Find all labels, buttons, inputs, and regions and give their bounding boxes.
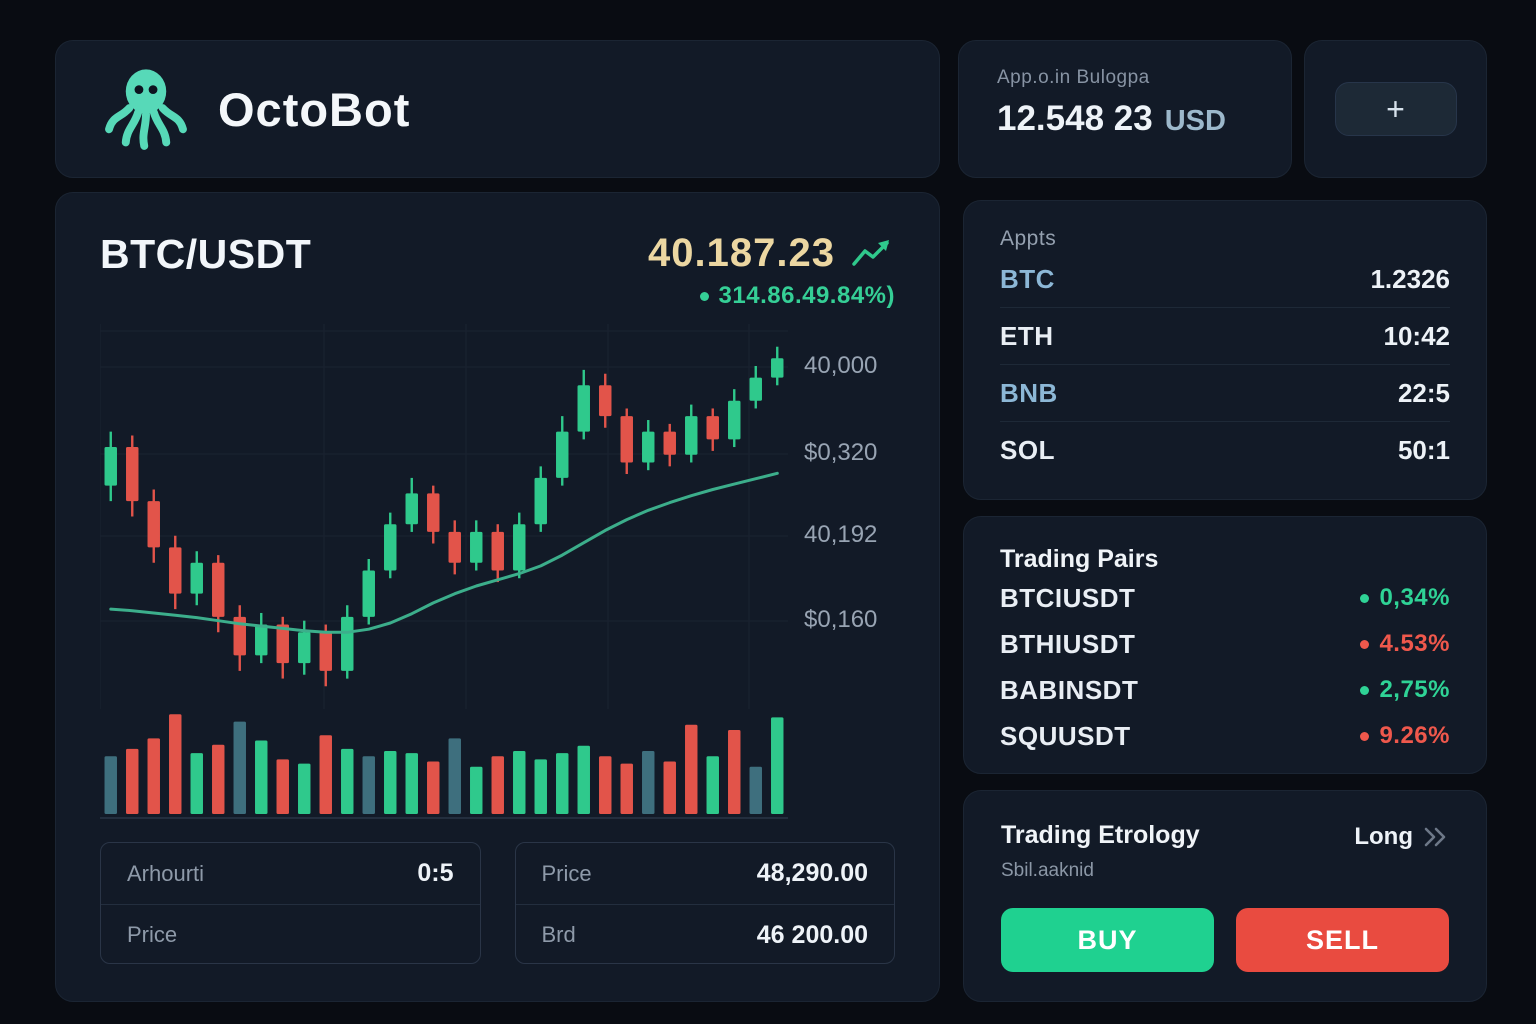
asset-symbol: BTC	[1000, 263, 1055, 294]
buy-button[interactable]: BUY	[1001, 908, 1214, 972]
pair-row-solusdt[interactable]: SQUUSDT 9.26%	[1000, 714, 1450, 758]
assets-card: Appts BTC 1.2326 ETH 10:42 BNB 22:5 SOL …	[963, 200, 1487, 500]
asset-symbol: BNB	[1000, 377, 1058, 408]
chart-area: 40,000 $0,320 40,192 $0,160	[99, 324, 895, 824]
trend-up-icon	[851, 238, 895, 270]
amount-field[interactable]: Arhourti 0:5	[101, 843, 480, 904]
y-axis-label: $0,320	[804, 439, 878, 466]
balance-label: App.o.in Bulogpa	[997, 67, 1150, 88]
asset-value: 22:5	[1397, 377, 1450, 408]
pair-row-btcusdt[interactable]: BTCIUSDT 0,34%	[1000, 576, 1450, 620]
asset-value: 50:1	[1397, 435, 1450, 465]
strategy-mode: Long	[1354, 823, 1413, 850]
add-button[interactable]: +	[1334, 82, 1457, 136]
pair-name: BTCIUSDT	[1000, 582, 1136, 613]
y-axis-label: 40,000	[804, 352, 878, 379]
balance-row: 12.548 23 USD	[997, 99, 1291, 139]
trading-pairs-card: Trading Pairs BTCIUSDT 0,34% BTHIUSDT 4.…	[963, 516, 1487, 774]
strategy-header: Trading Etrology Sbil.aaknid Long	[1001, 821, 1449, 882]
app-header: OctoBot	[55, 40, 940, 178]
asset-row-btc[interactable]: BTC 1.2326	[1000, 251, 1450, 308]
y-axis-label: 40,192	[804, 521, 878, 548]
trading-pairs-title: Trading Pairs	[1000, 545, 1159, 573]
order-box-right: Price 48,290.00 Brd 46 200.00	[514, 842, 895, 964]
price-block: 40.187.23 314.86.49.84%)	[648, 231, 895, 310]
up-dot-icon	[1360, 593, 1370, 603]
strategy-title: Trading Etrology	[1001, 821, 1200, 849]
field-label: Arhourti	[127, 860, 205, 886]
strategy-card: Trading Etrology Sbil.aaknid Long BUY SE…	[963, 790, 1487, 1002]
asset-row-eth[interactable]: ETH 10:42	[1000, 308, 1450, 365]
field-value: 46 200.00	[756, 920, 868, 949]
asset-row-sol[interactable]: SOL 50:1	[1000, 422, 1450, 479]
pair-change: 0,34%	[1379, 584, 1450, 611]
pair-change: 2,75%	[1379, 676, 1450, 703]
asset-value: 1.2326	[1370, 263, 1450, 294]
pair-name: SQUUSDT	[1000, 720, 1131, 751]
octopus-logo-icon	[102, 63, 190, 155]
pair-change: 9.26%	[1379, 722, 1450, 749]
pair-row-bnbusdt[interactable]: BABINSDT 2,75%	[1000, 668, 1450, 712]
app-title: OctoBot	[218, 82, 411, 136]
brd-field[interactable]: Brd 46 200.00	[515, 904, 894, 963]
up-dot-icon	[1360, 685, 1370, 695]
add-funds-card: +	[1304, 40, 1487, 178]
asset-symbol: ETH	[1000, 320, 1054, 351]
strategy-mode-select[interactable]: Long	[1354, 823, 1449, 851]
current-price: 40.187.23	[648, 231, 835, 275]
field-value: 48,290.00	[756, 859, 868, 887]
order-form: Arhourti 0:5 Price Price 48,290.00 Brd 4…	[100, 842, 895, 964]
y-axis-label: $0,160	[804, 606, 878, 633]
field-value: 0:5	[417, 859, 454, 887]
pair-name: BTHIUSDT	[1000, 628, 1136, 659]
field-label: Price	[541, 860, 592, 886]
asset-symbol: SOL	[1000, 435, 1055, 465]
order-box-left: Arhourti 0:5 Price	[100, 842, 481, 964]
balance-card: App.o.in Bulogpa 12.548 23 USD	[958, 40, 1292, 178]
pair-name: BABINSDT	[1000, 674, 1139, 705]
balance-currency: USD	[1164, 105, 1226, 137]
strategy-subtitle: Sbil.aaknid	[1001, 860, 1094, 881]
pair-row-ethusdt[interactable]: BTHIUSDT 4.53%	[1000, 622, 1450, 666]
asset-value: 10:42	[1383, 320, 1451, 351]
pair-title: BTC/USDT	[100, 231, 312, 277]
price-field[interactable]: Price 48,290.00	[516, 843, 895, 904]
down-dot-icon	[1360, 639, 1370, 649]
chevron-double-right-icon	[1423, 826, 1449, 848]
down-dot-icon	[1360, 731, 1370, 741]
balance-value: 12.548 23	[997, 99, 1153, 138]
price-change: 314.86.49.84%)	[718, 282, 895, 309]
assets-title: Appts	[1000, 227, 1057, 250]
chart-card: BTC/USDT 40.187.23 314.86.49.84%)	[55, 192, 940, 1002]
field-label: Brd	[541, 922, 576, 947]
candlestick-chart	[99, 324, 788, 824]
price-field[interactable]: Price	[101, 904, 480, 963]
strategy-actions: BUY SELL	[1001, 908, 1449, 972]
field-label: Price	[127, 922, 178, 947]
sell-button[interactable]: SELL	[1236, 908, 1449, 972]
asset-row-bnb[interactable]: BNB 22:5	[1000, 365, 1450, 422]
chart-header: BTC/USDT 40.187.23 314.86.49.84%)	[100, 231, 895, 310]
up-dot-icon	[699, 291, 709, 301]
pair-change: 4.53%	[1379, 630, 1450, 657]
y-axis: 40,000 $0,320 40,192 $0,160	[800, 324, 895, 824]
